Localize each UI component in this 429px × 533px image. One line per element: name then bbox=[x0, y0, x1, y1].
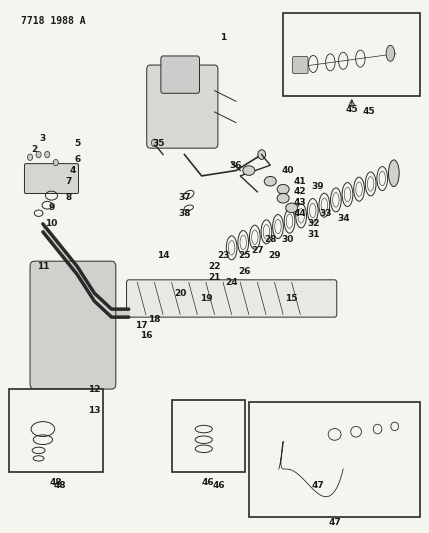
Text: 6: 6 bbox=[74, 156, 80, 164]
Text: 2: 2 bbox=[31, 145, 37, 154]
Text: 18: 18 bbox=[148, 316, 161, 324]
Ellipse shape bbox=[53, 159, 58, 166]
FancyBboxPatch shape bbox=[172, 400, 245, 472]
Text: 31: 31 bbox=[307, 230, 320, 239]
Ellipse shape bbox=[277, 184, 289, 194]
Text: 46: 46 bbox=[202, 478, 214, 487]
FancyBboxPatch shape bbox=[24, 164, 79, 193]
Ellipse shape bbox=[151, 139, 157, 147]
Text: 3: 3 bbox=[40, 134, 46, 143]
Text: 4: 4 bbox=[70, 166, 76, 175]
Text: 8: 8 bbox=[66, 193, 72, 201]
Text: 27: 27 bbox=[251, 246, 264, 255]
Ellipse shape bbox=[286, 203, 298, 213]
Text: 12: 12 bbox=[88, 385, 101, 393]
Ellipse shape bbox=[264, 176, 276, 186]
Ellipse shape bbox=[243, 166, 255, 175]
Text: 47: 47 bbox=[311, 481, 324, 489]
Ellipse shape bbox=[258, 150, 266, 159]
Text: 5: 5 bbox=[74, 140, 80, 148]
Text: 41: 41 bbox=[294, 177, 307, 185]
Text: 7718 1988 A: 7718 1988 A bbox=[21, 16, 86, 26]
Ellipse shape bbox=[277, 193, 289, 203]
Text: 40: 40 bbox=[281, 166, 294, 175]
Text: 46: 46 bbox=[212, 481, 225, 489]
Text: 13: 13 bbox=[88, 406, 101, 415]
Text: 42: 42 bbox=[294, 188, 307, 196]
Text: 30: 30 bbox=[281, 236, 293, 244]
Text: 33: 33 bbox=[320, 209, 332, 217]
Text: 32: 32 bbox=[307, 220, 320, 228]
Ellipse shape bbox=[386, 45, 395, 61]
Text: 17: 17 bbox=[135, 321, 148, 329]
Ellipse shape bbox=[389, 160, 399, 187]
Text: 37: 37 bbox=[178, 193, 191, 201]
Text: 25: 25 bbox=[238, 252, 251, 260]
Text: 24: 24 bbox=[225, 278, 238, 287]
Text: 10: 10 bbox=[45, 220, 57, 228]
Text: 38: 38 bbox=[178, 209, 191, 217]
Text: 28: 28 bbox=[264, 236, 277, 244]
Ellipse shape bbox=[27, 154, 33, 160]
FancyBboxPatch shape bbox=[283, 13, 420, 96]
Text: 35: 35 bbox=[152, 140, 165, 148]
Text: 20: 20 bbox=[174, 289, 186, 297]
FancyBboxPatch shape bbox=[30, 261, 116, 389]
Text: 1: 1 bbox=[220, 33, 226, 42]
Text: 44: 44 bbox=[294, 209, 307, 217]
FancyBboxPatch shape bbox=[147, 65, 218, 148]
Ellipse shape bbox=[36, 151, 41, 158]
Text: 21: 21 bbox=[208, 273, 221, 281]
Ellipse shape bbox=[45, 151, 50, 158]
Text: 39: 39 bbox=[311, 182, 324, 191]
Text: 45: 45 bbox=[363, 108, 375, 116]
FancyBboxPatch shape bbox=[127, 280, 337, 317]
Text: 45: 45 bbox=[345, 105, 358, 114]
Text: 29: 29 bbox=[268, 252, 281, 260]
Text: 19: 19 bbox=[199, 294, 212, 303]
Text: 47: 47 bbox=[328, 518, 341, 527]
Text: 14: 14 bbox=[157, 252, 169, 260]
FancyBboxPatch shape bbox=[161, 56, 199, 93]
Text: 11: 11 bbox=[36, 262, 49, 271]
FancyBboxPatch shape bbox=[9, 389, 103, 472]
Text: 9: 9 bbox=[48, 204, 54, 212]
Text: 15: 15 bbox=[285, 294, 298, 303]
Text: 34: 34 bbox=[337, 214, 350, 223]
Text: 26: 26 bbox=[238, 268, 251, 276]
Text: 36: 36 bbox=[230, 161, 242, 169]
FancyBboxPatch shape bbox=[293, 56, 308, 74]
Text: 16: 16 bbox=[139, 332, 152, 340]
Text: 48: 48 bbox=[49, 478, 62, 487]
Text: 48: 48 bbox=[54, 481, 66, 489]
Text: 43: 43 bbox=[294, 198, 307, 207]
Text: 7: 7 bbox=[66, 177, 72, 185]
Text: 23: 23 bbox=[217, 252, 230, 260]
Text: 22: 22 bbox=[208, 262, 221, 271]
FancyBboxPatch shape bbox=[249, 402, 420, 517]
